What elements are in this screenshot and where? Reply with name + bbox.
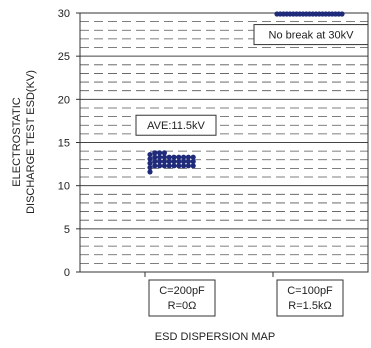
y-tick-label: 0 <box>64 267 70 279</box>
annotation-frame <box>253 24 369 46</box>
data-point <box>157 158 163 165</box>
annotation-text: AVE:11.5kV <box>147 120 205 132</box>
data-point <box>190 163 196 169</box>
data-point <box>157 163 163 169</box>
y-tick-label: 10 <box>58 181 70 193</box>
data-point <box>161 163 167 169</box>
x-axis-ticks <box>144 272 274 277</box>
data-point <box>166 158 172 165</box>
data-point <box>181 163 187 169</box>
data-point <box>152 158 158 165</box>
data-point <box>147 160 153 166</box>
annotation-frame <box>135 114 217 136</box>
y-tick-label: 20 <box>58 94 70 106</box>
gridlines <box>80 21 368 264</box>
data-point <box>171 158 177 165</box>
annotations: AVE:11.5kV No break at 30kV <box>135 24 369 136</box>
data-point <box>185 158 191 165</box>
category-label-box <box>276 279 344 317</box>
y-tick-label: 5 <box>64 224 70 236</box>
y-tick-label: 25 <box>58 51 70 63</box>
y-axis-label-line-1: ELECTROSTATIC <box>11 97 23 186</box>
data-point <box>176 163 182 169</box>
data-point <box>161 150 167 156</box>
category-label-line: C=200pF <box>159 285 205 297</box>
category-label-box <box>148 279 216 317</box>
data-point <box>181 154 187 160</box>
data-point <box>152 154 158 160</box>
data-point <box>339 11 345 17</box>
data-points <box>147 11 345 175</box>
y-tick-label: 15 <box>58 138 70 150</box>
annotation-text: No break at 30kV <box>269 30 355 42</box>
data-point <box>190 154 196 160</box>
data-point <box>147 169 153 175</box>
data-point <box>161 154 167 160</box>
data-point <box>152 150 158 156</box>
category-labels: C=200pF R=0Ω C=100pF R=1.5kΩ <box>148 279 344 317</box>
category-label-line: R=1.5kΩ <box>288 300 331 312</box>
data-point <box>190 158 196 165</box>
data-point <box>157 154 163 160</box>
data-point <box>176 154 182 160</box>
category-label-line: R=0Ω <box>168 300 197 312</box>
x-axis-label: ESD DISPERSION MAP <box>155 331 275 343</box>
annotation-box: No break at 30kV <box>253 24 369 46</box>
data-point <box>185 163 191 169</box>
data-point <box>171 163 177 169</box>
category-label-line: C=100pF <box>287 285 333 297</box>
data-point <box>171 154 177 160</box>
y-axis-ticks: 0 5 10 15 20 25 30 <box>58 8 80 279</box>
data-point <box>152 163 158 169</box>
data-point <box>147 164 153 171</box>
y-tick-label: 30 <box>58 8 70 20</box>
data-point <box>166 163 172 169</box>
y-axis-label-line-2: DISCHARGE TEST ESD(KV) <box>25 70 37 214</box>
data-point <box>147 151 153 158</box>
data-point <box>147 156 153 162</box>
data-point <box>185 154 191 160</box>
data-point <box>161 158 167 165</box>
annotation-box: AVE:11.5kV <box>135 114 217 136</box>
data-point <box>176 158 182 165</box>
data-point <box>166 154 172 160</box>
data-point <box>157 150 163 156</box>
data-point <box>181 158 187 165</box>
